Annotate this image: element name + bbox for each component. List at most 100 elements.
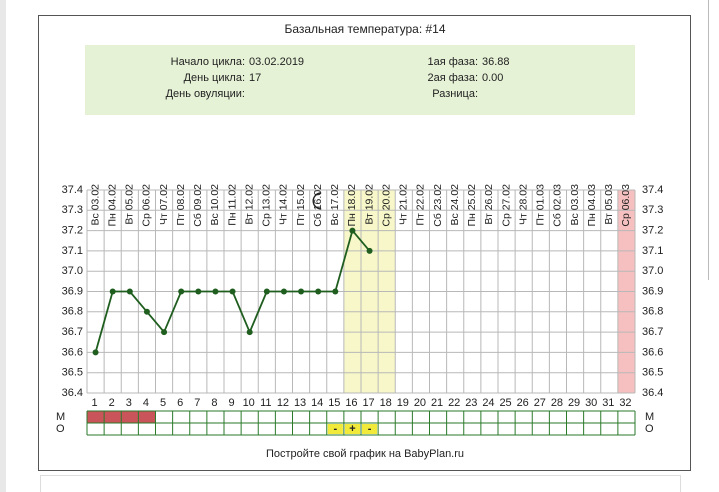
day-number: 5	[160, 397, 166, 409]
info-label: 1ая фаза:	[427, 56, 478, 68]
day-number: 23	[465, 397, 477, 409]
temperature-point	[92, 349, 99, 356]
x-tick-label: Пн 25.02	[466, 184, 478, 227]
y-tick-label: 36.6	[62, 346, 83, 358]
x-tick-label: Чт 14.02	[278, 184, 290, 225]
ovulation-cell	[327, 424, 343, 434]
temperature-point	[280, 288, 287, 295]
x-tick-label: Чт 28.02	[517, 184, 529, 225]
y-tick-label: 37.3	[62, 204, 83, 216]
temperature-point	[298, 288, 305, 295]
x-tick-label: Сб 09.02	[192, 184, 204, 227]
day-number: 28	[551, 397, 563, 409]
day-number: 25	[499, 397, 511, 409]
row-label: О	[56, 423, 65, 435]
ovulation-sign: -	[333, 423, 337, 435]
x-tick-label: Сб 16.02	[312, 184, 324, 227]
temperature-point	[315, 288, 322, 295]
y-tick-label-right: 36.4	[642, 387, 663, 399]
footer: Постройте свой график на BabyPlan.ru	[266, 448, 464, 460]
day-number: 27	[534, 397, 546, 409]
info-value: 03.02.2019	[249, 56, 304, 68]
x-tick-label: Чт 07.02	[158, 184, 170, 225]
day-number: 29	[568, 397, 580, 409]
y-tick-label-right: 36.5	[642, 367, 663, 379]
y-tick-label: 37.2	[62, 225, 83, 237]
y-tick-label-right: 36.6	[642, 346, 663, 358]
info-label: День цикла:	[184, 72, 245, 84]
info-value: 17	[249, 72, 261, 84]
x-tick-label: Сб 02.03	[552, 184, 564, 227]
x-tick-label: Пн 11.02	[226, 184, 238, 226]
day-number: 21	[431, 397, 443, 409]
temperature-point	[366, 247, 373, 254]
menstruation-cell	[138, 411, 156, 423]
y-tick-label-right: 37.0	[642, 265, 663, 277]
y-tick-label-right: 36.7	[642, 326, 663, 338]
x-tick-label: Пн 04.02	[106, 184, 118, 227]
x-tick-label: Вт 12.02	[243, 184, 255, 225]
x-tick-label: Пт 22.02	[415, 184, 427, 226]
x-tick-label: Вс 24.02	[449, 184, 461, 226]
x-tick-label: Вт 05.02	[124, 184, 136, 225]
x-tick-label: Вт 05.03	[603, 184, 615, 225]
y-tick-label-right: 37.1	[642, 245, 663, 257]
day-number: 6	[177, 397, 183, 409]
y-tick-label: 37.1	[62, 245, 83, 257]
info-box	[85, 45, 635, 115]
info-value: 0.00	[482, 72, 503, 84]
day-number: 15	[328, 397, 340, 409]
x-tick-label: Вс 17.02	[329, 184, 341, 226]
row-label-right: О	[645, 423, 654, 435]
day-number: 13	[294, 397, 306, 409]
temperature-point	[143, 308, 150, 315]
day-number: 10	[243, 397, 255, 409]
day-number: 3	[126, 397, 132, 409]
info-value: 36.88	[482, 56, 510, 68]
y-tick-label-right: 37.4	[642, 184, 663, 196]
x-tick-label: Ср 13.02	[261, 184, 273, 227]
y-tick-label: 36.5	[62, 367, 83, 379]
x-tick-label: Вс 03.03	[569, 184, 581, 226]
temperature-point	[126, 288, 133, 295]
row-label-right: М	[645, 411, 654, 423]
x-tick-label: Пт 01.03	[535, 184, 547, 226]
x-tick-label: Чт 21.02	[398, 184, 410, 225]
temperature-point	[195, 288, 202, 295]
x-tick-label: Пн 04.03	[586, 184, 598, 227]
day-number: 8	[211, 397, 217, 409]
day-number: 14	[311, 397, 323, 409]
x-tick-label: Ср 27.02	[500, 184, 512, 227]
left-strip	[0, 0, 6, 492]
menstruation-cell	[121, 411, 139, 423]
temperature-point	[349, 227, 356, 234]
day-number: 19	[397, 397, 409, 409]
y-tick-label-right: 36.9	[642, 285, 663, 297]
x-tick-label: Ср 20.02	[380, 184, 392, 227]
y-tick-label-right: 36.8	[642, 306, 663, 318]
temperature-point	[229, 288, 236, 295]
day-number: 2	[109, 397, 115, 409]
menstruation-cell	[104, 411, 122, 423]
day-number: 31	[602, 397, 614, 409]
temperature-point	[263, 288, 270, 295]
x-tick-label: Ср 06.03	[620, 184, 632, 227]
day-number: 9	[229, 397, 235, 409]
x-tick-label: Ср 06.02	[141, 184, 153, 227]
temperature-point	[246, 329, 253, 336]
day-number: 4	[143, 397, 149, 409]
info-label: Начало цикла:	[171, 56, 245, 68]
chart-title: Базальная температура: #14	[284, 22, 445, 36]
x-tick-label: Пн 18.02	[346, 184, 358, 227]
y-tick-label: 37.4	[62, 184, 83, 196]
x-tick-label: Сб 23.02	[432, 184, 444, 227]
day-number: 20	[414, 397, 426, 409]
temperature-point	[212, 288, 219, 295]
day-number: 30	[585, 397, 597, 409]
day-number: 1	[92, 397, 98, 409]
day-number: 24	[482, 397, 494, 409]
day-number: 22	[448, 397, 460, 409]
x-tick-label: Вс 10.02	[209, 184, 221, 226]
x-tick-label: Пт 08.02	[175, 184, 187, 226]
